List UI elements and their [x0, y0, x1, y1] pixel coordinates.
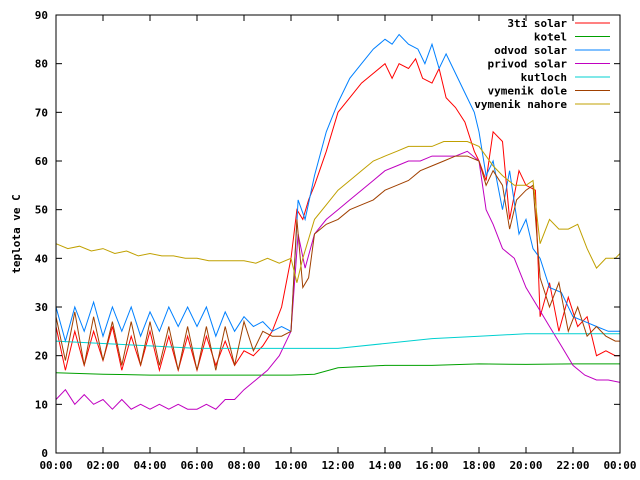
- y-tick-label: 30: [35, 301, 48, 314]
- y-tick-label: 60: [35, 155, 48, 168]
- x-tick-label: 08:00: [227, 459, 260, 472]
- y-axis-title: teplota ve C: [10, 194, 23, 273]
- x-tick-label: 22:00: [556, 459, 589, 472]
- y-tick-label: 80: [35, 58, 48, 71]
- legend-label: vymenik dole: [488, 85, 568, 98]
- ticks-layer: 0 10 20 30 40 50 60 70 80 90 00:00 02:00 04:00 06:00 0…: [35, 9, 637, 472]
- y-tick-label: 20: [35, 350, 48, 363]
- series-layer: [55, 33, 621, 410]
- series-line-vymenik-dole: [55, 155, 620, 371]
- y-tick-label: 90: [35, 9, 48, 22]
- y-tick-label: 0: [41, 447, 48, 460]
- legend-label: kotel: [534, 31, 567, 44]
- y-tick-label: 50: [35, 204, 48, 217]
- series-line-kotel: [55, 363, 620, 376]
- x-tick-label: 12:00: [321, 459, 354, 472]
- x-tick-label: 16:00: [415, 459, 448, 472]
- legend-label: privod solar: [488, 58, 568, 71]
- y-tick-label: 10: [35, 398, 48, 411]
- y-tick-label: 70: [35, 106, 48, 119]
- x-tick-label: 20:00: [509, 459, 542, 472]
- x-tick-label: 18:00: [462, 459, 495, 472]
- x-tick-label: 14:00: [368, 459, 401, 472]
- series-line-kutloch: [55, 333, 620, 349]
- x-tick-label: 02:00: [86, 459, 119, 472]
- series-line-vymenik-nahore: [55, 141, 621, 283]
- x-tick-label: 06:00: [180, 459, 213, 472]
- legend-label: odvod solar: [494, 44, 567, 57]
- series-line-odvod-solar: [55, 33, 620, 343]
- x-tick-label: 00:00: [39, 459, 72, 472]
- y-tick-label: 40: [35, 252, 48, 265]
- x-tick-label: 04:00: [133, 459, 166, 472]
- legend-label: kutloch: [521, 71, 567, 84]
- legend-label: vymenik nahore: [474, 98, 567, 111]
- legend-label: 3ti solar: [507, 17, 567, 30]
- x-tick-label: 10:00: [274, 459, 307, 472]
- x-tick-label: 00:00: [603, 459, 636, 472]
- series-line-3ti-solar: [55, 57, 620, 373]
